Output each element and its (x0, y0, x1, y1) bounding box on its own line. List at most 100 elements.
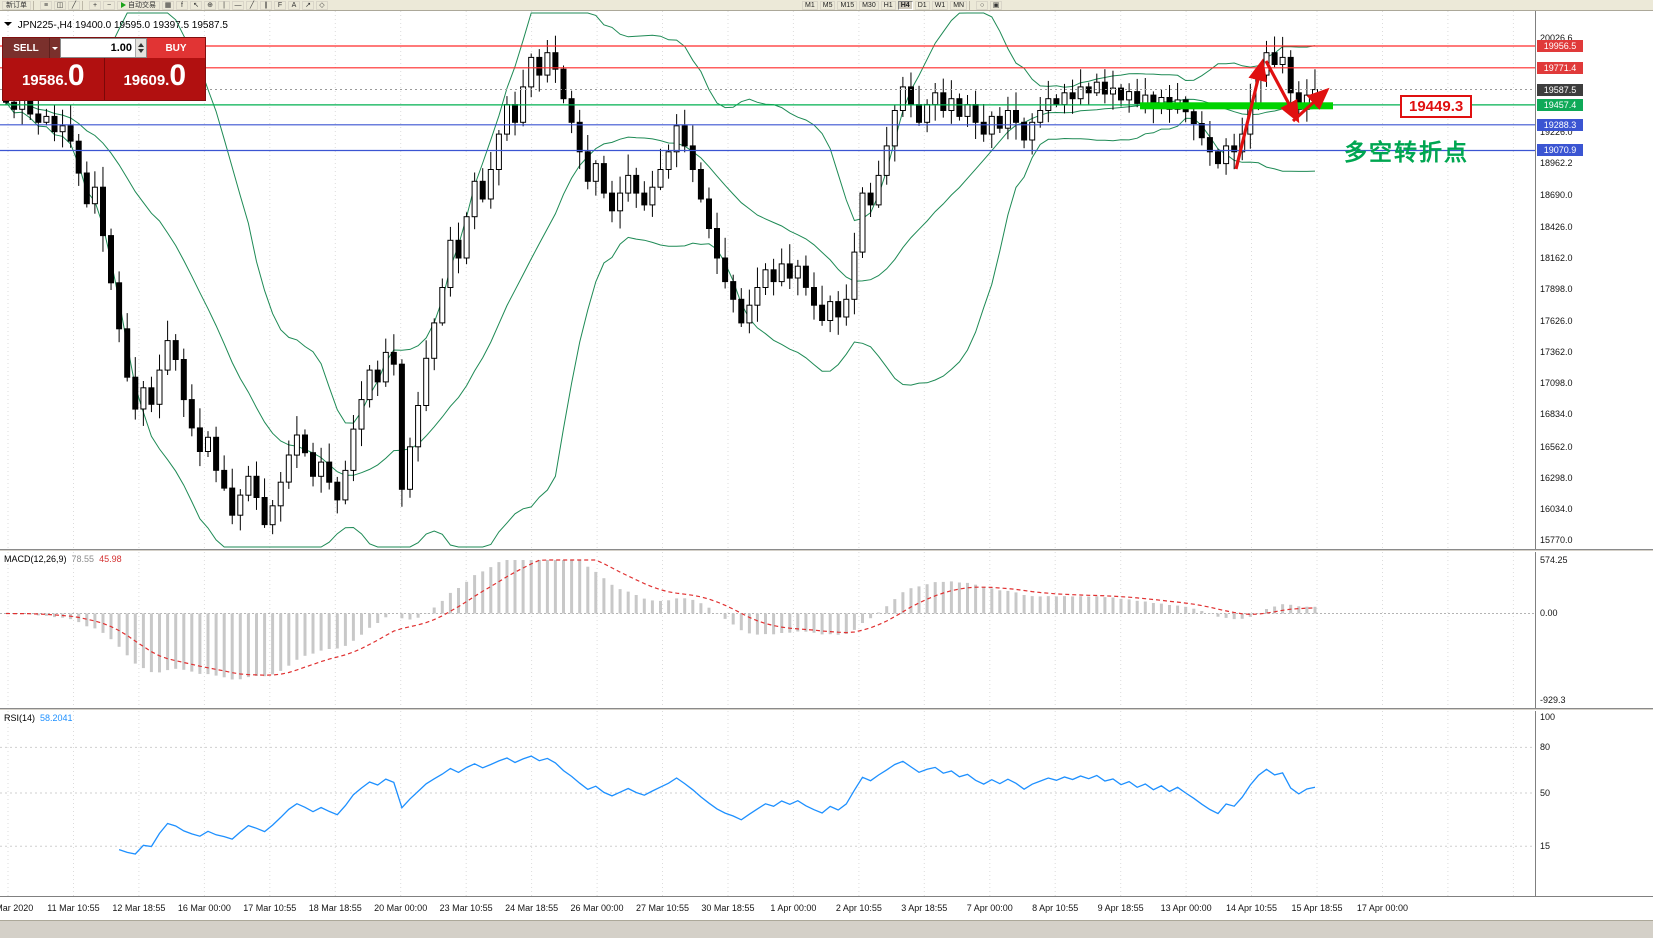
collapse-panel-icon[interactable] (4, 22, 12, 30)
time-axis-label: 7 Apr 00:00 (966, 903, 1013, 913)
zoom-out-icon[interactable]: − (103, 0, 115, 10)
buy-button[interactable]: BUY (147, 38, 205, 58)
price-axis-label: 17098.0 (1540, 378, 1573, 389)
order-type-dropdown[interactable] (49, 38, 60, 58)
volume-increase-button[interactable] (138, 43, 144, 47)
macd-axis-label: -929.3 (1540, 694, 1566, 705)
cursor-icon[interactable]: ↖ (190, 0, 202, 10)
volume-decrease-button[interactable] (138, 49, 144, 53)
time-axis-label: 23 Mar 10:55 (439, 903, 493, 913)
tester-icon[interactable]: ▣ (990, 0, 1003, 10)
shapes-icon[interactable]: ◇ (316, 0, 328, 10)
line-chart-icon[interactable]: ╱ (68, 0, 80, 10)
price-line-badge: 19956.5 (1537, 40, 1583, 52)
rsi-plot[interactable] (0, 711, 1535, 896)
sell-price[interactable]: 19586. 0 (21, 59, 85, 92)
fibonacci-icon[interactable]: F (274, 0, 286, 10)
price-line-badge: 19587.5 (1537, 83, 1583, 96)
crosshair-icon[interactable]: ⊕ (204, 0, 216, 10)
time-axis-label: 12 Mar 18:55 (112, 903, 166, 913)
window-divider[interactable] (0, 708, 1653, 711)
bar-chart-icon[interactable]: ≡ (40, 0, 52, 10)
horizontal-line-icon[interactable]: — (232, 0, 244, 10)
zoom-window-icon[interactable]: ○ (976, 0, 989, 10)
price-axis-label: 17626.0 (1540, 315, 1573, 326)
macd-signal-value: 45.98 (99, 554, 122, 564)
sell-button[interactable]: SELL (3, 38, 49, 58)
price-axis-label: 16562.0 (1540, 441, 1573, 452)
trendline-icon[interactable]: ╱ (246, 0, 258, 10)
price-divider (103, 58, 105, 100)
symbol-info: JPN225-,H4 19400.0 19595.0 19397.5 19587… (4, 20, 228, 31)
price-axis-label: 16834.0 (1540, 409, 1573, 420)
indicators-icon[interactable]: f (176, 0, 188, 10)
time-axis-label: 24 Mar 18:55 (505, 903, 559, 913)
price-axis-label: 18962.2 (1540, 158, 1573, 169)
vertical-line-icon[interactable]: | (218, 0, 230, 10)
timeframe-d1[interactable]: D1 (914, 0, 930, 10)
time-axis-label: 15 Apr 18:55 (1291, 903, 1343, 913)
timeframe-m30[interactable]: M30 (859, 0, 879, 10)
timeframe-m15[interactable]: M15 (837, 0, 858, 10)
time-axis[interactable]: 10 Mar 2020 11 Mar 10:55 12 Mar 18:55 16 Ma… (0, 896, 1653, 920)
time-axis-label: 1 Apr 00:00 (770, 903, 817, 913)
price-line-badge: 19457.4 (1537, 98, 1583, 111)
turning-point-note: 多空转折点 (1344, 139, 1469, 165)
price-axis-label: 17362.0 (1540, 347, 1573, 358)
one-click-controls: SELL BUY (3, 38, 205, 58)
volume-input[interactable] (61, 39, 135, 57)
one-click-prices: 19586. 0 19609. 0 (3, 58, 205, 100)
buy-price[interactable]: 19609. 0 (123, 59, 187, 92)
timeframe-m1[interactable]: M1 (802, 0, 818, 10)
candlestick-chart-icon[interactable]: ◫ (54, 0, 66, 10)
timeframe-w1[interactable]: W1 (931, 0, 949, 10)
price-axis-label: 16034.0 (1540, 503, 1573, 514)
arrow-icon[interactable]: ↗ (302, 0, 314, 10)
text-icon[interactable]: A (288, 0, 300, 10)
macd-axis[interactable]: 574.25 0.00 -929.3 (1535, 552, 1653, 708)
time-axis-label: 17 Apr 00:00 (1356, 903, 1408, 913)
macd-name: MACD(12,26,9) (4, 554, 67, 564)
zoom-in-icon[interactable]: + (89, 0, 101, 10)
macd-axis-label: 0.00 (1540, 608, 1558, 619)
rsi-window: RSI(14) 58.2041 100 80 50 15 (0, 711, 1653, 896)
time-axis-label: 2 Apr 10:55 (835, 903, 882, 913)
price-axis-label: 16298.0 (1540, 472, 1573, 483)
tile-windows-icon[interactable]: ▦ (162, 0, 174, 10)
window-divider[interactable] (0, 549, 1653, 552)
price-axis-label: 19226.0 (1540, 127, 1573, 138)
toolbar-separator (82, 0, 87, 10)
macd-axis-label: 574.25 (1540, 555, 1568, 565)
autotrade-button[interactable]: 自动交易 (117, 0, 160, 10)
rsi-axis-label: 15 (1540, 841, 1551, 852)
new-order-button[interactable]: 新订单 (2, 0, 31, 10)
time-axis-label: 16 Mar 00:00 (177, 903, 231, 913)
time-axis-label: 9 Apr 18:55 (1097, 903, 1144, 913)
toolbar-separator (969, 0, 974, 10)
price-line-badge: 19070.9 (1537, 144, 1583, 157)
symbol-ohlc-text: JPN225-,H4 19400.0 19595.0 19397.5 19587… (17, 20, 228, 31)
volume-spinner (135, 39, 146, 57)
price-axis[interactable]: 20026.6 19226.0 18962.2 18690.0 18426.0 18162… (1535, 11, 1653, 549)
time-axis-label: 27 Mar 10:55 (635, 903, 690, 913)
timeframe-mn[interactable]: MN (950, 0, 968, 10)
price-line-badge: 19771.4 (1537, 61, 1583, 74)
time-axis-label: 17 Mar 10:55 (243, 903, 297, 913)
timeframe-h4[interactable]: H4 (897, 0, 913, 10)
timeframe-h1[interactable]: H1 (880, 0, 896, 10)
macd-plot[interactable] (0, 552, 1535, 708)
rsi-axis-label: 100 (1540, 712, 1556, 722)
timeframe-m5[interactable]: M5 (819, 0, 836, 10)
channel-icon[interactable]: ∥ (260, 0, 272, 10)
toolbar-separator (33, 0, 38, 10)
rsi-label: RSI(14) 58.2041 (4, 713, 73, 723)
rsi-axis-label: 80 (1540, 742, 1551, 753)
rsi-name: RSI(14) (4, 713, 36, 723)
rsi-axis[interactable]: 100 80 50 15 (1535, 711, 1653, 896)
macd-value: 78.55 (71, 554, 95, 564)
chevron-down-icon (52, 47, 58, 53)
main-chart-plot[interactable] (0, 11, 1535, 549)
play-icon (121, 2, 126, 8)
volume-field (60, 38, 147, 58)
price-line-badge: 19288.3 (1537, 118, 1583, 131)
